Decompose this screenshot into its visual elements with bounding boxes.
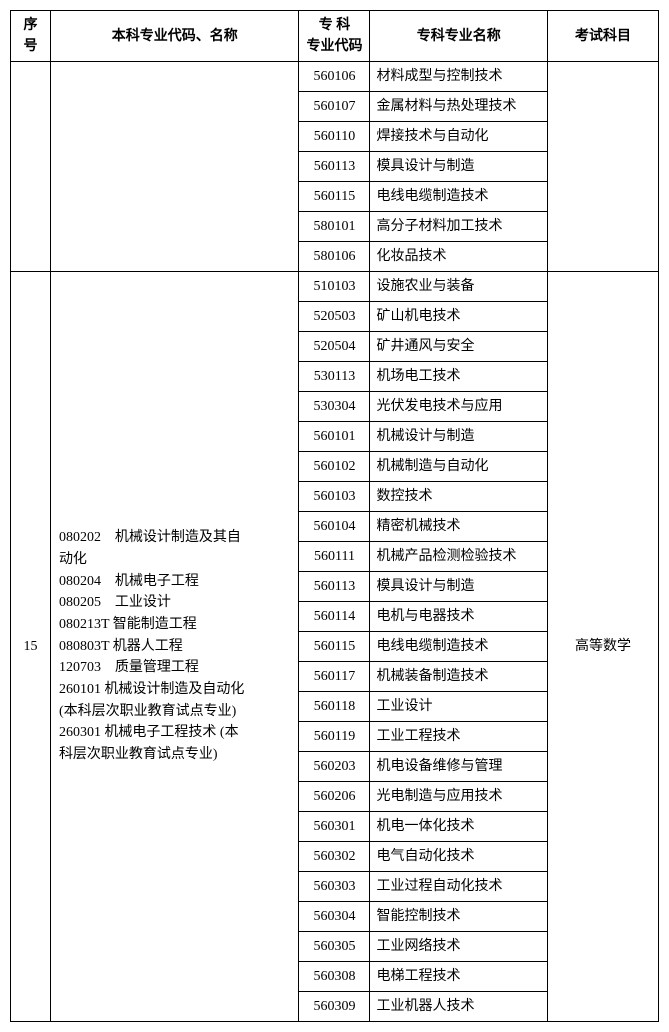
name-cell: 机场电工技术 — [370, 362, 548, 392]
code-cell: 560305 — [299, 932, 370, 962]
name-cell: 工业机器人技术 — [370, 992, 548, 1022]
exam-cell-cont — [548, 62, 659, 272]
exam-cell: 高等数学 — [548, 272, 659, 1022]
code-cell: 560203 — [299, 752, 370, 782]
code-cell: 560103 — [299, 482, 370, 512]
name-cell: 机械制造与自动化 — [370, 452, 548, 482]
code-cell: 560115 — [299, 632, 370, 662]
name-cell: 机械设计与制造 — [370, 422, 548, 452]
code-cell: 560301 — [299, 812, 370, 842]
name-cell: 高分子材料加工技术 — [370, 212, 548, 242]
code-cell: 560119 — [299, 722, 370, 752]
code-cell: 560303 — [299, 872, 370, 902]
name-cell: 电机与电器技术 — [370, 602, 548, 632]
name-cell: 电梯工程技术 — [370, 962, 548, 992]
major-line: 120703 质量管理工程 — [59, 657, 291, 679]
table-body: 560106材料成型与控制技术560107金属材料与热处理技术560110焊接技… — [11, 62, 659, 1022]
name-cell: 机械产品检测检验技术 — [370, 542, 548, 572]
name-cell: 数控技术 — [370, 482, 548, 512]
code-cell: 520504 — [299, 332, 370, 362]
header-exam: 考试科目 — [548, 11, 659, 62]
code-cell: 560114 — [299, 602, 370, 632]
major-line: 260301 机械电子工程技术 (本 — [59, 722, 291, 744]
code-cell: 560110 — [299, 122, 370, 152]
major-line: 080213T 智能制造工程 — [59, 614, 291, 636]
table-row: 15080202 机械设计制造及其自动化080204 机械电子工程080205 … — [11, 272, 659, 302]
code-cell: 560113 — [299, 572, 370, 602]
table-header-row: 序号 本科专业代码、名称 专 科 专业代码 专科专业名称 考试科目 — [11, 11, 659, 62]
name-cell: 光伏发电技术与应用 — [370, 392, 548, 422]
code-cell: 580101 — [299, 212, 370, 242]
name-cell: 工业过程自动化技术 — [370, 872, 548, 902]
seq-cell: 15 — [11, 272, 51, 1022]
header-code: 专 科 专业代码 — [299, 11, 370, 62]
name-cell: 精密机械技术 — [370, 512, 548, 542]
name-cell: 电线电缆制造技术 — [370, 632, 548, 662]
code-cell: 530304 — [299, 392, 370, 422]
name-cell: 模具设计与制造 — [370, 152, 548, 182]
code-cell: 560111 — [299, 542, 370, 572]
code-cell: 560304 — [299, 902, 370, 932]
code-cell: 560115 — [299, 182, 370, 212]
code-cell: 560106 — [299, 62, 370, 92]
name-cell: 机械装备制造技术 — [370, 662, 548, 692]
code-cell: 560302 — [299, 842, 370, 872]
code-cell: 560309 — [299, 992, 370, 1022]
code-cell: 560117 — [299, 662, 370, 692]
name-cell: 模具设计与制造 — [370, 572, 548, 602]
table-row: 560106材料成型与控制技术 — [11, 62, 659, 92]
code-cell: 560118 — [299, 692, 370, 722]
major-line: (本科层次职业教育试点专业) — [59, 701, 291, 723]
name-cell: 工业设计 — [370, 692, 548, 722]
header-major: 本科专业代码、名称 — [50, 11, 299, 62]
major-line: 260101 机械设计制造及自动化 — [59, 679, 291, 701]
majors-table: 序号 本科专业代码、名称 专 科 专业代码 专科专业名称 考试科目 560106… — [10, 10, 659, 1022]
code-cell: 560206 — [299, 782, 370, 812]
code-cell: 560113 — [299, 152, 370, 182]
code-cell: 530113 — [299, 362, 370, 392]
name-cell: 金属材料与热处理技术 — [370, 92, 548, 122]
code-cell: 510103 — [299, 272, 370, 302]
name-cell: 材料成型与控制技术 — [370, 62, 548, 92]
major-line: 080204 机械电子工程 — [59, 571, 291, 593]
name-cell: 机电一体化技术 — [370, 812, 548, 842]
major-line: 080202 机械设计制造及其自 — [59, 527, 291, 549]
major-line: 科层次职业教育试点专业) — [59, 744, 291, 766]
name-cell: 机电设备维修与管理 — [370, 752, 548, 782]
major-cell-cont — [50, 62, 299, 272]
code-cell: 560308 — [299, 962, 370, 992]
header-name: 专科专业名称 — [370, 11, 548, 62]
code-cell: 560102 — [299, 452, 370, 482]
seq-cell-cont — [11, 62, 51, 272]
name-cell: 工业工程技术 — [370, 722, 548, 752]
major-cell: 080202 机械设计制造及其自动化080204 机械电子工程080205 工业… — [50, 272, 299, 1022]
major-line: 动化 — [59, 549, 291, 571]
name-cell: 电气自动化技术 — [370, 842, 548, 872]
name-cell: 光电制造与应用技术 — [370, 782, 548, 812]
code-cell: 520503 — [299, 302, 370, 332]
name-cell: 矿山机电技术 — [370, 302, 548, 332]
code-cell: 580106 — [299, 242, 370, 272]
code-cell: 560101 — [299, 422, 370, 452]
name-cell: 设施农业与装备 — [370, 272, 548, 302]
major-line: 080205 工业设计 — [59, 592, 291, 614]
name-cell: 化妆品技术 — [370, 242, 548, 272]
name-cell: 电线电缆制造技术 — [370, 182, 548, 212]
code-cell: 560104 — [299, 512, 370, 542]
code-cell: 560107 — [299, 92, 370, 122]
header-seq: 序号 — [11, 11, 51, 62]
name-cell: 矿井通风与安全 — [370, 332, 548, 362]
name-cell: 工业网络技术 — [370, 932, 548, 962]
name-cell: 智能控制技术 — [370, 902, 548, 932]
name-cell: 焊接技术与自动化 — [370, 122, 548, 152]
major-line: 080803T 机器人工程 — [59, 636, 291, 658]
